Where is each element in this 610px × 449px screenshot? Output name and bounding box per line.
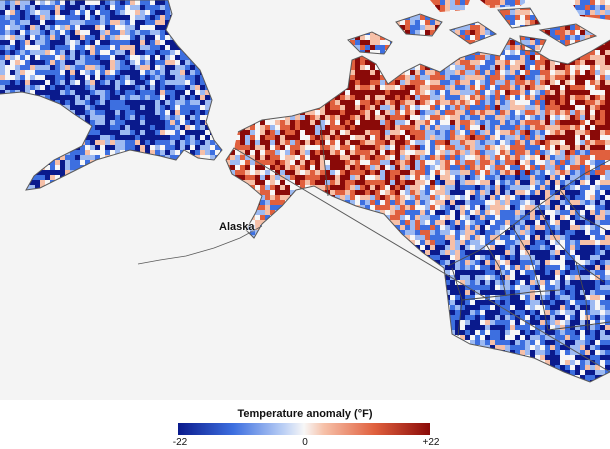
anomaly-texture	[226, 38, 610, 382]
anomaly-texture	[348, 0, 610, 54]
legend-colorbar	[178, 423, 430, 435]
political-borders	[319, 117, 610, 337]
anomaly-texture	[0, 0, 222, 190]
legend-title: Temperature anomaly (°F)	[237, 408, 373, 420]
legend-max-label: +22	[422, 437, 440, 448]
coastlines	[0, 0, 610, 383]
legend-min-label: -22	[172, 437, 188, 448]
map-canvas	[0, 0, 610, 383]
temperature-anomaly-map: Alaska	[0, 0, 610, 400]
legend-mid-label: 0	[302, 437, 308, 448]
alaska-label: Alaska	[219, 221, 255, 233]
